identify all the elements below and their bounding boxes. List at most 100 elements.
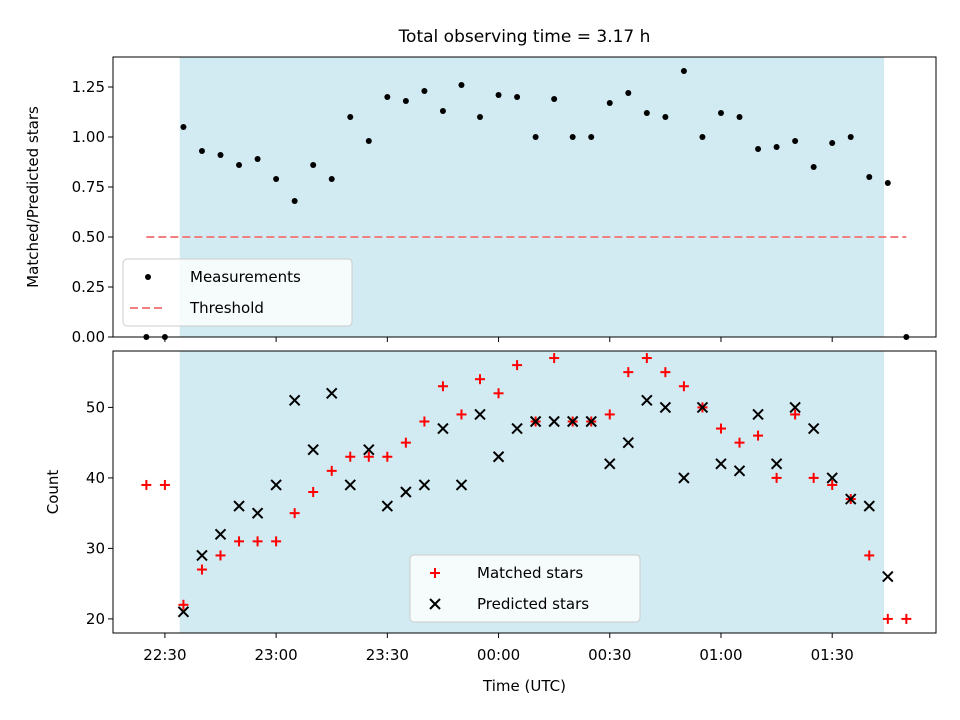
predicted-star-point <box>455 479 468 491</box>
y-tick-label: 40 <box>86 469 105 487</box>
y-tick-label: 0.50 <box>72 228 105 246</box>
matched-star-point <box>326 465 337 476</box>
predicted-star-point <box>733 465 746 477</box>
predicted-star-point <box>233 500 245 512</box>
predicted-star-point <box>863 500 875 512</box>
count-panel: 20 30 40 50 22:30 23:00 23:30 00:00 00:30 01:00 0… <box>44 350 937 695</box>
measurement-point <box>625 90 632 96</box>
predicted-star-point <box>344 479 356 491</box>
matched-star-point <box>734 437 745 448</box>
matched-star-point <box>419 416 430 427</box>
matched-star-point <box>308 487 319 497</box>
y-tick-label: 20 <box>86 610 105 628</box>
measurement-point <box>180 124 187 130</box>
predicted-star-point <box>270 479 282 491</box>
y-tick-label: 1.00 <box>72 128 105 146</box>
count-y-axis-label: Count <box>44 470 62 515</box>
x-tick-label: 00:30 <box>588 646 631 664</box>
predicted-star-point <box>622 436 635 449</box>
legend-label: Predicted stars <box>477 595 589 613</box>
predicted-star-point <box>363 443 375 456</box>
measurement-point <box>884 180 891 186</box>
matched-star-point <box>437 381 448 392</box>
measurement-point <box>717 110 724 116</box>
predicted-star-point <box>770 458 783 470</box>
predicted-star-point <box>696 401 709 414</box>
count-panel-frame <box>112 350 937 634</box>
matched-star-point <box>215 550 226 561</box>
measurement-point <box>310 162 317 168</box>
matched-star-point <box>678 381 689 392</box>
predicted-star-point <box>437 422 449 435</box>
legend-plus-marker <box>430 568 440 578</box>
predicted-star-point <box>511 422 523 435</box>
measurement-point <box>551 96 558 102</box>
measurement-point <box>532 134 539 140</box>
x-tick-label: 01:00 <box>699 646 742 664</box>
matched-star-point <box>901 613 912 624</box>
measurement-point <box>662 114 669 120</box>
predicted-star-point <box>326 387 338 400</box>
predicted-star-point <box>529 415 542 428</box>
legend-label: Matched stars <box>477 564 583 582</box>
matched-star-point <box>234 536 245 547</box>
measurement-point <box>699 134 706 140</box>
matched-star-point <box>196 564 207 575</box>
matched-star-point <box>178 599 189 610</box>
y-tick-label: 0.75 <box>72 178 105 196</box>
x-tick-label: 23:00 <box>254 646 297 664</box>
measurement-point <box>736 114 743 120</box>
legend-dot-marker <box>145 274 151 280</box>
measurement-point <box>866 174 873 180</box>
measurement-point <box>792 138 799 144</box>
matched-star-point <box>827 479 838 490</box>
predicted-star-point <box>418 479 431 491</box>
measurement-point <box>439 108 446 114</box>
x-tick-label: 00:00 <box>477 646 520 664</box>
predicted-star-point <box>566 415 579 428</box>
matched-star-point <box>141 479 152 490</box>
measurement-point <box>291 198 298 204</box>
measurement-point <box>588 134 595 140</box>
measurement-point <box>643 110 650 116</box>
y-tick-label: 50 <box>86 398 105 416</box>
predicted-star-point <box>659 401 672 414</box>
measurement-point <box>458 82 465 88</box>
measurement-point <box>847 134 854 140</box>
measurement-point <box>217 152 224 158</box>
x-tick-label: 23:30 <box>366 646 409 664</box>
measurement-point <box>384 94 391 100</box>
matched-star-point <box>271 536 282 547</box>
count-legend: Matched stars Predicted stars <box>409 554 641 623</box>
measurement-point <box>421 88 428 94</box>
predicted-star-point <box>678 472 690 484</box>
ratio-legend: Measurements Threshold <box>122 258 353 327</box>
legend-label: Measurements <box>190 268 301 286</box>
measurement-point <box>477 114 484 120</box>
predicted-star-point <box>400 486 412 498</box>
predicted-star-point <box>604 458 616 470</box>
chart-title: Total observing time = 3.17 h <box>398 27 651 47</box>
matched-star-point <box>790 409 801 420</box>
predicted-star-point <box>474 408 486 421</box>
measurement-point <box>680 68 687 74</box>
predicted-star-point <box>807 422 820 435</box>
measurement-point <box>810 164 817 170</box>
matched-star-point <box>641 353 652 364</box>
matched-star-point <box>512 360 523 371</box>
matched-star-point <box>864 550 875 561</box>
y-tick-label: 1.25 <box>72 78 105 96</box>
predicted-star-point <box>585 415 597 428</box>
matched-star-point <box>623 367 634 378</box>
y-tick-label: 30 <box>86 539 105 557</box>
measurement-point <box>347 114 354 120</box>
measurement-point <box>328 176 335 182</box>
measurement-point <box>755 146 762 152</box>
legend-box <box>122 258 353 327</box>
predicted-star-point <box>789 401 801 414</box>
x-tick-label: 22:30 <box>143 646 186 664</box>
matched-star-point <box>808 472 819 483</box>
predicted-star-point <box>845 493 857 505</box>
matched-star-point <box>753 430 764 441</box>
predicted-star-point <box>381 500 394 512</box>
